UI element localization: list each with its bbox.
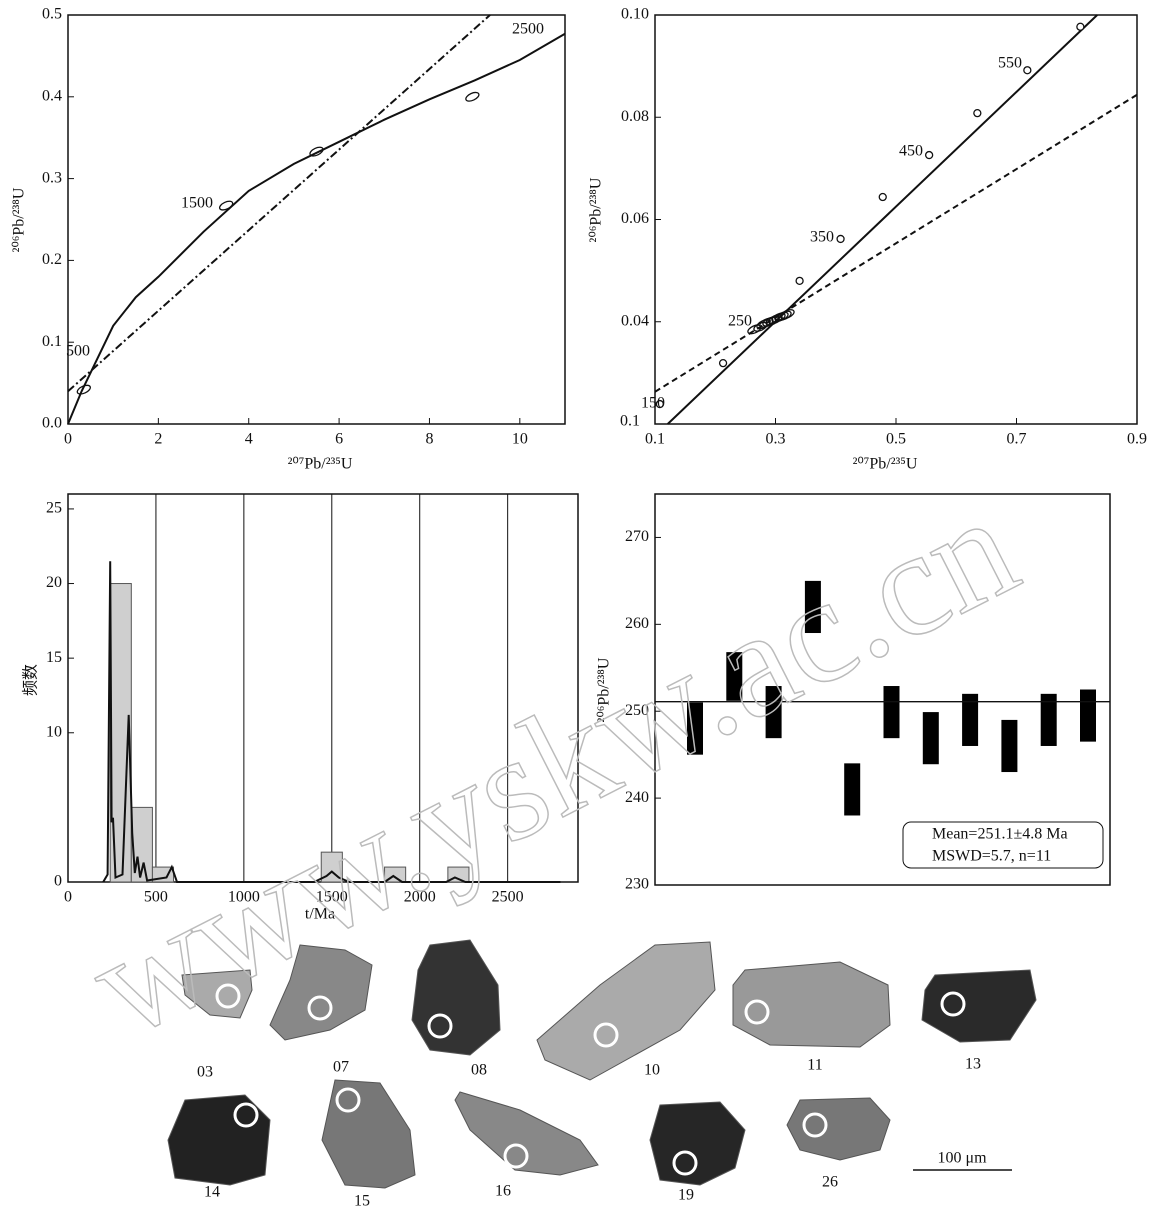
- age-label: 450: [899, 143, 923, 160]
- y-tick-label: 0.2: [42, 251, 62, 268]
- x-tick-label: 0.9: [1127, 431, 1147, 448]
- age-label: 250: [728, 313, 752, 330]
- age-bar: [884, 686, 900, 738]
- error-ellipse: [465, 91, 481, 103]
- grain-label: 13: [965, 1056, 981, 1073]
- x-tick-label: 4: [245, 431, 253, 448]
- age-marker: [796, 277, 803, 284]
- age-marker: [1024, 67, 1031, 74]
- figure: 0.0 0.1 0.2 0.3 0.4 0.5 0 2 4 6 8 10 ²⁰⁷Pb/²³⁵U ²⁰⁶Pb…: [0, 0, 1157, 1209]
- grain-label: 14: [204, 1184, 220, 1201]
- page: 0.0 0.1 0.2 0.3 0.4 0.5 0 2 4 6 8 10 ²⁰⁷Pb/²³⁵U ²⁰⁶Pb…: [0, 0, 1157, 1209]
- legend-text: Mean=251.1±4.8 Ma: [932, 826, 1068, 843]
- zircon-image: [537, 942, 715, 1080]
- curve: [668, 15, 1097, 424]
- y-axis-label: ²⁰⁶Pb/²³⁸U: [588, 177, 605, 242]
- grain-label: 08: [471, 1062, 487, 1079]
- x-tick-label: 0.7: [1007, 431, 1027, 448]
- legend-text: MSWD=5.7, n=11: [932, 848, 1051, 865]
- y-tick-label: 0.10: [621, 6, 649, 23]
- x-tick-label: 0.5: [886, 431, 906, 448]
- age-bar: [923, 712, 939, 764]
- age-bar: [844, 763, 860, 815]
- y-tick-label: 20: [46, 574, 62, 591]
- plot-frame: [68, 15, 565, 424]
- scale-bar-label: 100 μm: [937, 1150, 987, 1167]
- age-label: 500: [66, 343, 90, 360]
- x-tick-label: 0.1: [645, 431, 665, 448]
- zircon-image: [650, 1102, 745, 1185]
- plot-frame: [655, 15, 1137, 424]
- y-tick-label: 0.04: [621, 312, 649, 329]
- zircon-image: [412, 940, 500, 1055]
- x-tick-label: 2: [154, 431, 162, 448]
- error-ellipse: [218, 199, 234, 211]
- y-tick-label: 270: [625, 528, 649, 545]
- x-tick-label: 2500: [492, 889, 524, 906]
- age-marker: [974, 110, 981, 117]
- error-ellipse: [76, 384, 92, 396]
- age-label: 550: [998, 55, 1022, 72]
- grain-label: 07: [333, 1059, 349, 1076]
- x-tick-label: 0: [64, 889, 72, 906]
- x-tick-label: 10: [512, 431, 528, 448]
- age-bar: [1080, 690, 1096, 742]
- age-marker: [926, 152, 933, 159]
- grain-label: 10: [644, 1062, 660, 1079]
- x-tick-label: 0: [64, 431, 72, 448]
- y-tick-label: 0.5: [42, 6, 62, 23]
- y-tick-label: 25: [46, 500, 62, 517]
- error-ellipse: [309, 145, 325, 157]
- curve: [68, 34, 565, 424]
- grain-label: 26: [822, 1174, 838, 1191]
- curve: [68, 15, 490, 391]
- y-axis-label: ²⁰⁶Pb/²³⁸U: [11, 187, 28, 252]
- grain-label: 16: [495, 1183, 511, 1200]
- y-tick-label: 230: [625, 876, 649, 893]
- x-tick-label: 6: [335, 431, 343, 448]
- y-tick-label: 0.3: [42, 169, 62, 186]
- age-marker: [879, 194, 886, 201]
- age-marker: [720, 360, 727, 367]
- zircon-image: [733, 962, 890, 1047]
- x-tick-label: 8: [425, 431, 433, 448]
- zircon-image: [322, 1080, 415, 1188]
- age-label: 0.1: [620, 413, 640, 430]
- x-axis-label: ²⁰⁷Pb/²³⁵U: [853, 456, 918, 473]
- y-tick-label: 0: [54, 873, 62, 890]
- y-tick-label: 0.1: [42, 333, 62, 350]
- x-tick-label: 0.3: [766, 431, 786, 448]
- age-marker: [837, 235, 844, 242]
- curve: [655, 95, 1137, 392]
- y-tick-label: 10: [46, 723, 62, 740]
- age-label: 350: [810, 229, 834, 246]
- watermark: www.yskw.ac.cn: [66, 463, 1041, 1069]
- grain-label: 15: [354, 1193, 370, 1209]
- grain-label: 03: [197, 1064, 213, 1081]
- y-axis-label: 频数: [22, 664, 40, 696]
- x-axis-label: ²⁰⁷Pb/²³⁵U: [288, 456, 353, 473]
- grain-label: 11: [807, 1057, 822, 1074]
- y-tick-label: 15: [46, 649, 62, 666]
- age-bar: [1001, 720, 1017, 772]
- y-tick-label: 0.08: [621, 108, 649, 125]
- age-label: 1500: [181, 195, 213, 212]
- age-label: 2500: [512, 21, 544, 38]
- zircon-image: [787, 1098, 890, 1160]
- y-tick-label: 0.06: [621, 210, 649, 227]
- age-label: 150: [641, 395, 665, 412]
- y-tick-label: 0.0: [42, 415, 62, 432]
- y-tick-label: 0.4: [42, 87, 62, 104]
- zircon-image: [922, 970, 1036, 1042]
- age-marker: [1077, 23, 1084, 30]
- grain-label: 19: [678, 1187, 694, 1204]
